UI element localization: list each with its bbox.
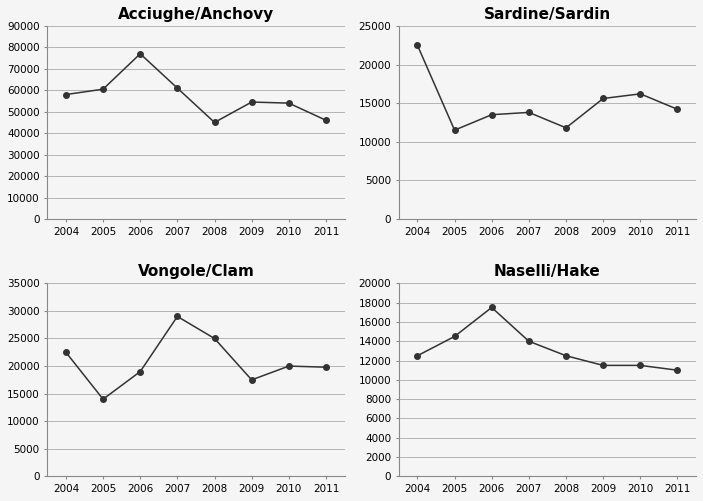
Title: Vongole/Clam: Vongole/Clam: [138, 265, 254, 280]
Title: Naselli/Hake: Naselli/Hake: [494, 265, 601, 280]
Title: Sardine/Sardin: Sardine/Sardin: [484, 7, 611, 22]
Title: Acciughe/Anchovy: Acciughe/Anchovy: [118, 7, 274, 22]
